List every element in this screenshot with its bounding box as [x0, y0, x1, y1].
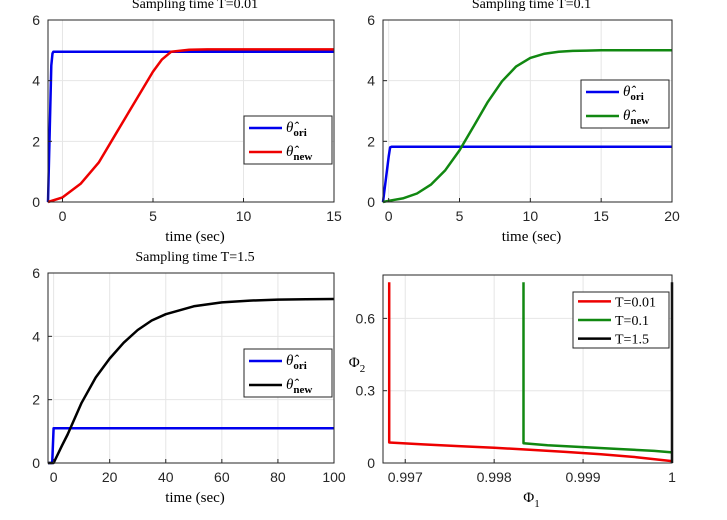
legend-label: T=1.5: [615, 333, 649, 348]
y-tick-label: 0: [32, 455, 40, 471]
y-tick-label: 0.6: [356, 310, 376, 326]
y-tick-label: 2: [32, 133, 40, 149]
x-tick-label: 15: [593, 208, 609, 224]
x-tick-label: 15: [326, 208, 342, 224]
y-tick-label: 2: [32, 392, 40, 408]
y-tick-label: 0: [367, 455, 375, 471]
series-line-theta-new: [382, 49, 672, 204]
axes-frame: [382, 19, 673, 203]
x-tick-label: 60: [214, 469, 230, 485]
legend-label-subscript: ori: [630, 91, 643, 103]
x-tick-label: 0: [50, 469, 58, 485]
legend-label: T=0.01: [615, 295, 656, 310]
x-tick-label: 5: [456, 208, 464, 224]
y-tick-label: 0.3: [356, 383, 376, 399]
x-axis-label-subscript: 1: [534, 498, 540, 510]
chart-panel-3: 0 20 40 60 80 100 0 2 4 6 Sampling time T=1.5 time …: [32, 250, 346, 506]
y-tick-label: 6: [367, 12, 375, 28]
y-tick-label: 6: [32, 265, 40, 281]
series-line-theta-ori: [48, 426, 334, 465]
x-tick-label: 40: [158, 469, 174, 485]
x-tick-label: 0: [385, 208, 393, 224]
y-tick-label: 2: [367, 133, 375, 149]
axes-frame: [382, 274, 673, 464]
y-tick-label: 4: [32, 73, 40, 89]
series-line-theta-ori: [46, 50, 334, 203]
x-tick-label: 100: [322, 469, 346, 485]
chart-panel-4: 0.997 0.998 0.999 100.30.6Φ1Φ2T=0.01T=0.1T=…: [349, 274, 676, 510]
x-axis-label: Φ1: [523, 490, 539, 510]
y-axis-label: Φ2: [349, 355, 365, 375]
x-axis-label: time (sec): [165, 229, 225, 245]
series-line-T=0.1: [522, 282, 673, 454]
chart-panel-1: 0 5 10 15 0 2 4 6 Sampling time T=0.01 time (sec)…: [32, 0, 342, 245]
series-line-T=0.01: [387, 282, 673, 463]
x-tick-label: 0.999: [566, 469, 601, 485]
legend-label-subscript: new: [293, 384, 312, 396]
legend-label: T=0.1: [615, 314, 649, 329]
x-tick-label: 20: [102, 469, 118, 485]
x-tick-label: 1: [668, 469, 676, 485]
y-tick-label: 4: [32, 328, 40, 344]
chart-panel-2: 0 5 10 15 20 0 2 4 6 Sampling time T=0.1 time (sec…: [367, 0, 680, 245]
chart-title: Sampling time T=0.01: [132, 0, 258, 12]
y-tick-label: 0: [32, 194, 40, 210]
legend-box: [243, 348, 333, 398]
series-line-theta-ori: [381, 145, 672, 203]
legend: T=0.01 T=0.1 T=1.5: [572, 291, 670, 349]
axes-frame: [47, 19, 335, 203]
x-tick-label: 0.997: [388, 469, 423, 485]
x-tick-label: 5: [149, 208, 157, 224]
legend-label-subscript: ori: [293, 360, 306, 372]
legend-label-subscript: new: [630, 115, 649, 127]
series-line-theta-new: [47, 48, 334, 204]
axes-frame: [47, 272, 335, 464]
x-tick-label: 10: [236, 208, 252, 224]
chart-title: Sampling time T=0.1: [472, 0, 591, 12]
y-axis-label-subscript: 2: [360, 363, 366, 375]
x-tick-label: 0.998: [477, 469, 512, 485]
x-axis-label: time (sec): [165, 490, 225, 506]
legend-box: [243, 115, 333, 165]
x-axis-label: time (sec): [502, 229, 562, 245]
legend-label-subscript: new: [293, 151, 312, 163]
series-line-theta-new: [48, 297, 335, 465]
legend-label-subscript: ori: [293, 127, 306, 139]
y-tick-label: 4: [367, 73, 375, 89]
x-tick-label: 10: [523, 208, 539, 224]
x-tick-label: 80: [270, 469, 286, 485]
y-tick-label: 0: [367, 194, 375, 210]
chart-title: Sampling time T=1.5: [135, 250, 254, 265]
y-tick-label: 6: [32, 12, 40, 28]
x-tick-label: 0: [59, 208, 67, 224]
legend-box: [580, 79, 670, 129]
x-tick-label: 20: [664, 208, 680, 224]
